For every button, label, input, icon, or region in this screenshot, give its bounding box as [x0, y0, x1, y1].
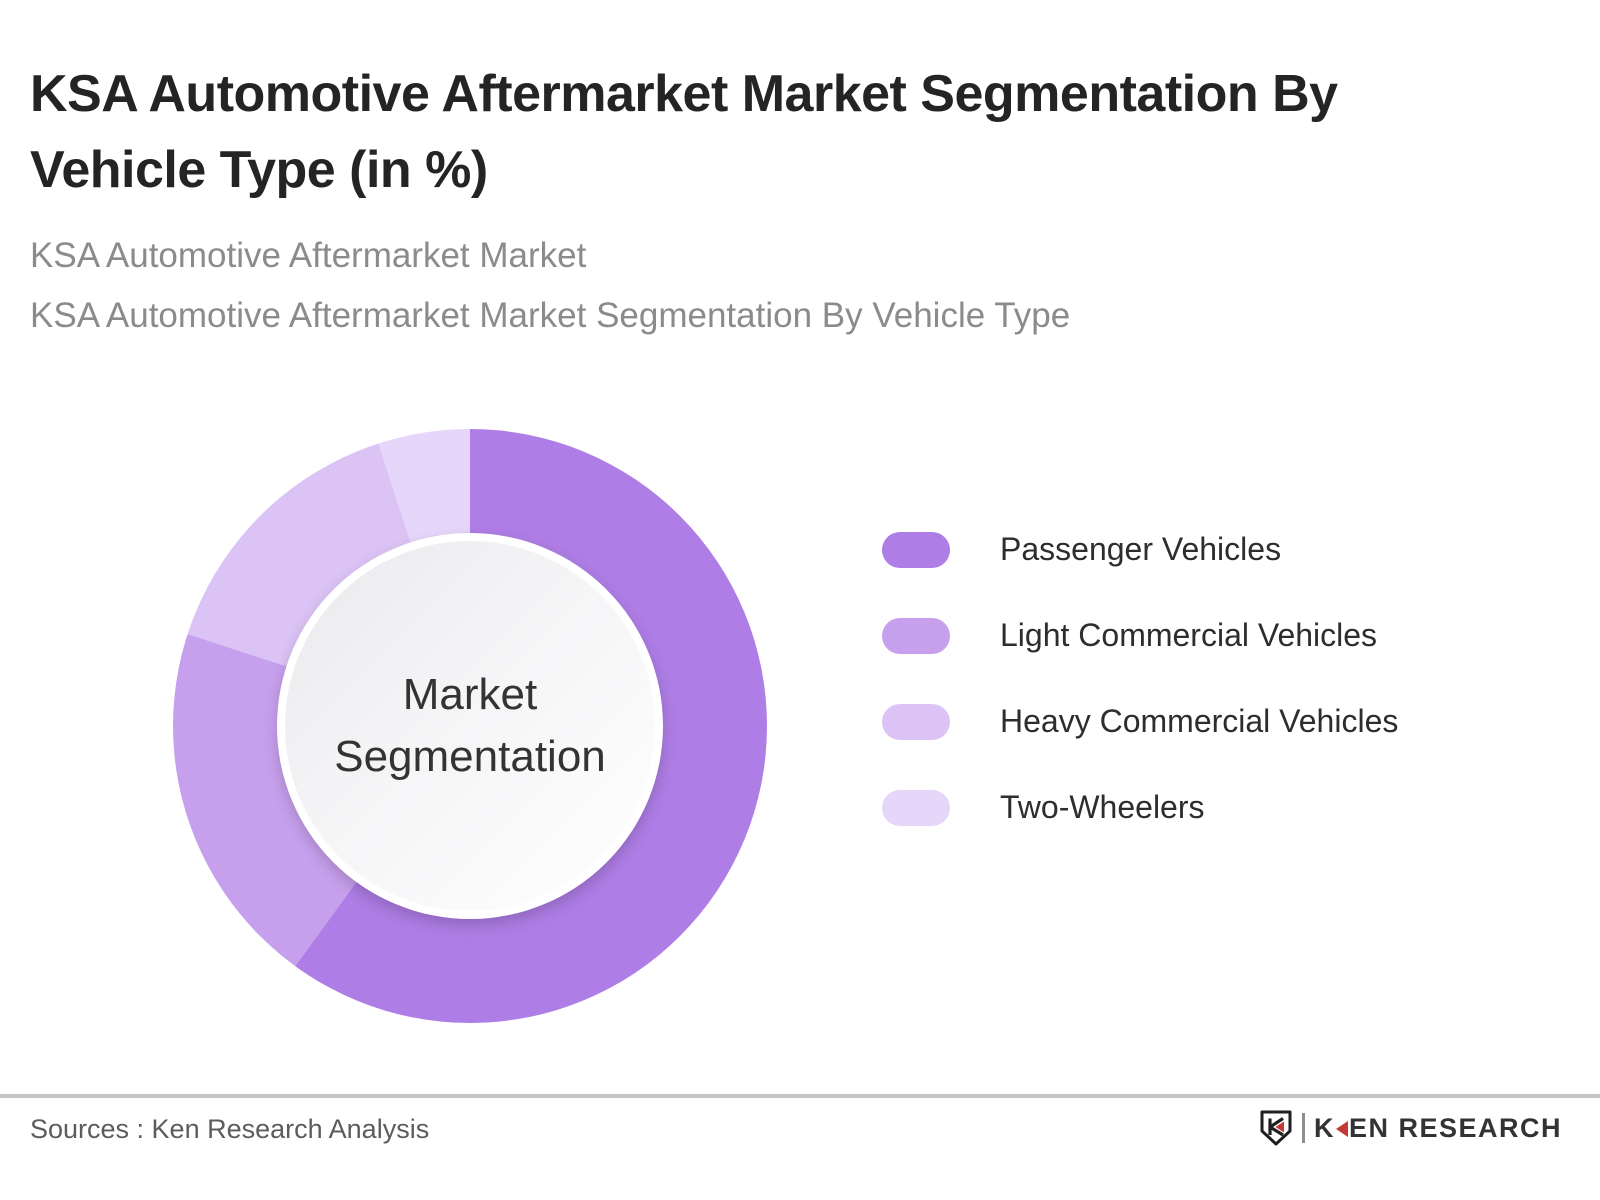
logo-text-k: K: [1313, 1112, 1335, 1143]
donut-hole-inner: Market Segmentation: [285, 541, 655, 911]
subtitle-market: KSA Automotive Aftermarket Market: [30, 236, 587, 275]
legend-label: Passenger Vehicles: [1000, 531, 1282, 567]
page-title: KSA Automotive Aftermarket Market Segmen…: [30, 56, 1338, 208]
legend-item-light-commercial-vehicles: Light Commercial Vehicles: [882, 617, 1398, 654]
page-title-line-2: Vehicle Type (in %): [30, 141, 488, 199]
legend-swatch-light-commercial-vehicles: [882, 617, 950, 654]
legend-item-passenger-vehicles: Passenger Vehicles: [882, 531, 1398, 568]
sources-text: Sources : Ken Research Analysis: [30, 1114, 430, 1144]
logo-text-rest: EN RESEARCH: [1348, 1112, 1562, 1143]
logo-separator: [1301, 1113, 1305, 1143]
legend-item-two-wheelers: Two-Wheelers: [882, 789, 1398, 826]
legend-swatch-two-wheelers: [882, 789, 950, 826]
footer-divider: [0, 1094, 1600, 1098]
legend: Passenger Vehicles Light Commercial Vehi…: [882, 531, 1398, 875]
subtitle-segmentation: KSA Automotive Aftermarket Market Segmen…: [30, 296, 1071, 335]
legend-item-heavy-commercial-vehicles: Heavy Commercial Vehicles: [882, 703, 1398, 740]
legend-label: Heavy Commercial Vehicles: [1000, 703, 1399, 739]
donut-center-label: Market Segmentation: [334, 669, 606, 781]
logo-wordmark: K EN RESEARCH: [1314, 1113, 1562, 1144]
legend-swatch-heavy-commercial-vehicles: [882, 703, 950, 740]
donut-hole: Market Segmentation: [277, 533, 663, 919]
ken-research-k-shield-icon: [1260, 1110, 1292, 1146]
legend-swatch-passenger-vehicles: [882, 531, 950, 568]
logo-red-triangle-icon: [1335, 1121, 1348, 1137]
page-title-line-1: KSA Automotive Aftermarket Market Segmen…: [30, 65, 1338, 123]
legend-label: Two-Wheelers: [1000, 789, 1205, 825]
ken-research-logo: K EN RESEARCH: [1258, 1110, 1562, 1146]
donut-chart: Market Segmentation: [173, 429, 767, 1023]
legend-label: Light Commercial Vehicles: [1000, 617, 1378, 653]
